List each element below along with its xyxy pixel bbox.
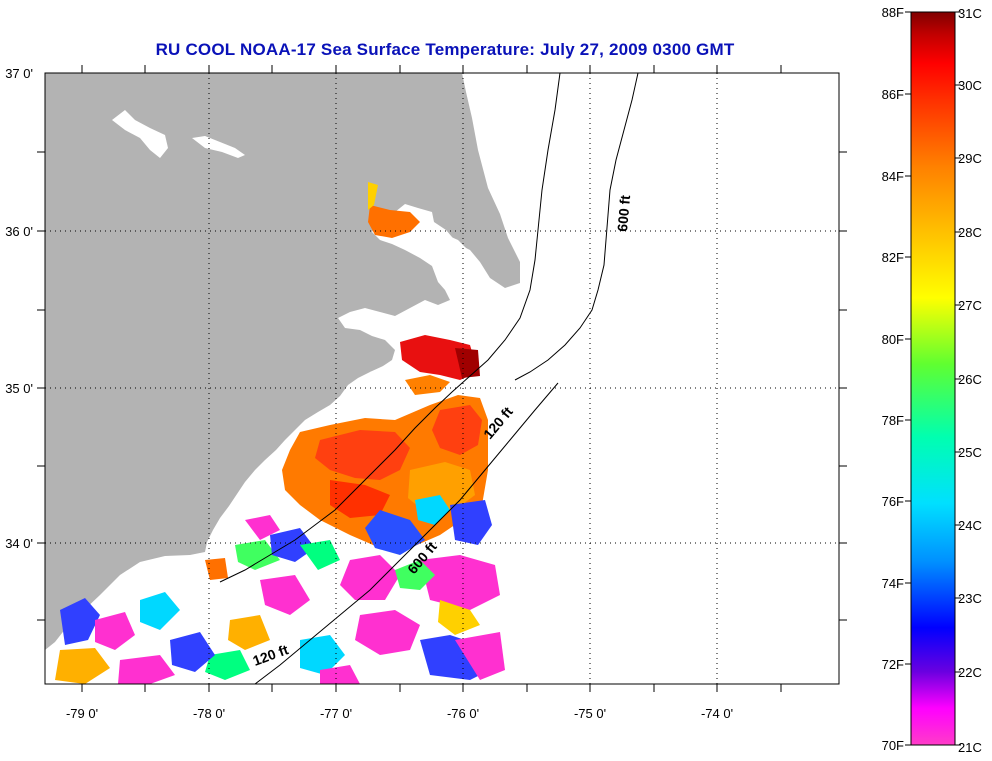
colorbar-f-label: 72F [882, 657, 904, 672]
map-title: RU COOL NOAA-17 Sea Surface Temperature:… [155, 40, 735, 59]
plot-frame [44, 72, 840, 685]
contour-600ft-south [254, 382, 559, 684]
lon-label: -74 0' [701, 706, 733, 721]
colorbar-f-label: 84F [882, 169, 904, 184]
colorbar-c-label: 21C [958, 740, 982, 755]
colorbar-f-label: 76F [882, 494, 904, 509]
land-mass [45, 73, 520, 650]
lat-label: 35 0' [5, 381, 33, 396]
contour-600ft-north [514, 73, 639, 381]
colorbar-c-label: 23C [958, 591, 982, 606]
lat-label: 34 0' [5, 536, 33, 551]
colorbar-f-label: 78F [882, 413, 904, 428]
colorbar-c-label: 22C [958, 665, 982, 680]
inland-water [192, 136, 245, 158]
contour-label: 600 ft [614, 194, 633, 232]
contour-120ft [219, 73, 561, 583]
colorbar-c-label: 31C [958, 6, 982, 21]
colorbar-c-label: 28C [958, 225, 982, 240]
lat-label: 36 0' [5, 224, 33, 239]
colorbar-f-label: 86F [882, 87, 904, 102]
sound-water [418, 232, 505, 334]
colorbar-c-label: 27C [958, 298, 982, 313]
sst-data [55, 182, 505, 684]
colorbar-f-label: 70F [882, 738, 904, 753]
colorbar [910, 11, 956, 746]
lat-label: 37 0' [5, 66, 33, 81]
colorbar-c-label: 30C [958, 78, 982, 93]
grid-lines [45, 73, 839, 684]
colorbar-c-label: 25C [958, 445, 982, 460]
lon-label: -76 0' [447, 706, 479, 721]
colorbar-f-label: 74F [882, 576, 904, 591]
lon-label: -78 0' [193, 706, 225, 721]
colorbar-ticks [905, 11, 961, 746]
colorbar-f-label: 80F [882, 332, 904, 347]
colorbar-f-label: 82F [882, 250, 904, 265]
bathymetry-contours [219, 73, 639, 684]
lon-label: -79 0' [66, 706, 98, 721]
lon-label: -75 0' [574, 706, 606, 721]
colorbar-c-label: 24C [958, 518, 982, 533]
colorbar-f-label: 88F [882, 5, 904, 20]
inland-water [112, 110, 168, 158]
colorbar-c-label: 26C [958, 372, 982, 387]
axis-ticks [37, 65, 847, 692]
lon-label: -77 0' [320, 706, 352, 721]
colorbar-c-label: 29C [958, 151, 982, 166]
